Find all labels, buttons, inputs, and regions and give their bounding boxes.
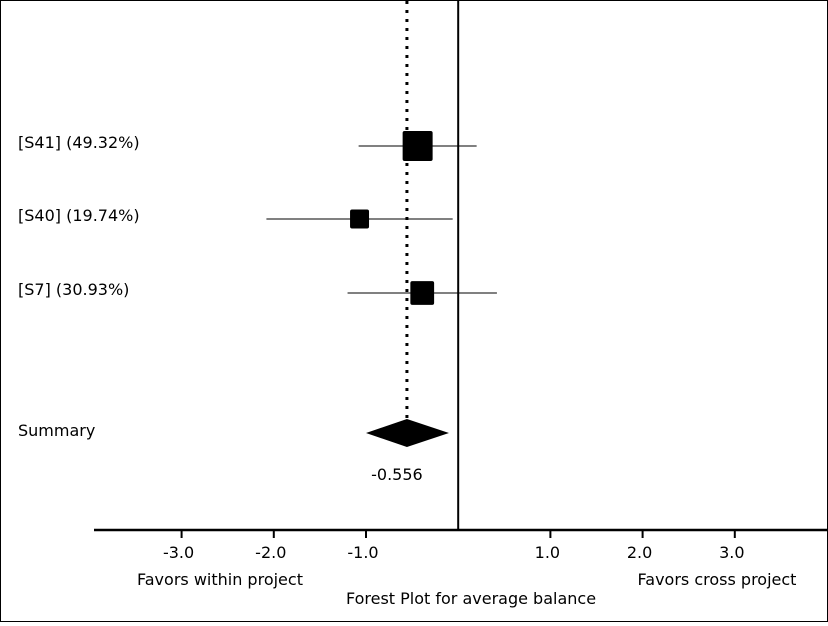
study-point-box (350, 209, 370, 229)
study-label: [S7] (30.93%) (18, 280, 129, 299)
x-tick-label: 3.0 (719, 543, 744, 562)
summary-label: Summary (18, 421, 95, 440)
x-right-label: Favors cross project (638, 570, 797, 589)
chart-title: Forest Plot for average balance (346, 589, 596, 608)
x-tick-label: 1.0 (535, 543, 560, 562)
x-tick-label: 2.0 (627, 543, 652, 562)
study-label: [S41] (49.32%) (18, 133, 140, 152)
summary-value-label: -0.556 (371, 465, 423, 484)
x-tick-label: -2.0 (255, 543, 286, 562)
x-left-label: Favors within project (137, 570, 303, 589)
study-point-box (410, 281, 435, 305)
x-tick-label: -3.0 (163, 543, 194, 562)
x-tick-label: -1.0 (347, 543, 378, 562)
study-label: [S40] (19.74%) (18, 206, 140, 225)
summary-diamond (365, 419, 449, 447)
study-point-box (402, 131, 433, 161)
